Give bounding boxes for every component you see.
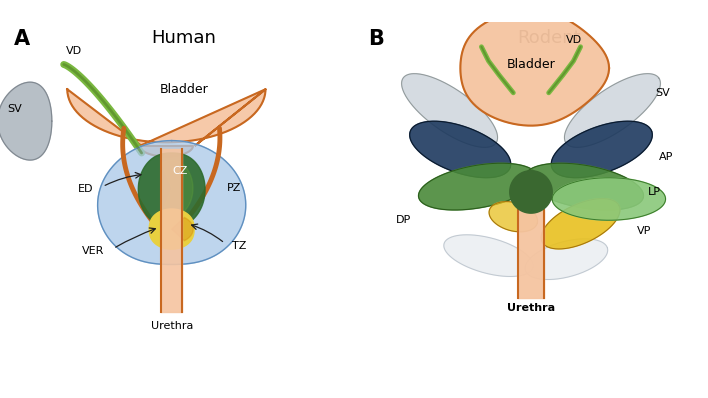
Text: DP: DP — [395, 215, 411, 225]
Text: VD: VD — [67, 46, 82, 56]
Polygon shape — [401, 74, 498, 147]
Text: Urethra: Urethra — [151, 321, 193, 331]
Text: PZ: PZ — [227, 183, 241, 193]
Polygon shape — [171, 217, 193, 241]
Text: ED: ED — [79, 184, 93, 194]
Polygon shape — [161, 160, 193, 217]
Polygon shape — [525, 239, 607, 279]
Text: Bladder: Bladder — [507, 58, 555, 71]
Polygon shape — [67, 89, 266, 156]
Text: SV: SV — [7, 104, 21, 114]
Polygon shape — [489, 202, 537, 232]
Polygon shape — [510, 171, 552, 213]
Polygon shape — [418, 163, 537, 210]
Text: B: B — [368, 29, 384, 49]
Text: A: A — [14, 29, 30, 49]
Polygon shape — [460, 10, 609, 126]
Polygon shape — [525, 163, 644, 210]
Text: Urethra: Urethra — [507, 303, 555, 314]
Polygon shape — [444, 235, 533, 277]
Text: VER: VER — [82, 246, 105, 256]
Polygon shape — [0, 82, 52, 160]
Text: VP: VP — [637, 226, 651, 236]
Text: Bladder: Bladder — [160, 83, 208, 96]
Polygon shape — [138, 153, 205, 227]
Text: VD: VD — [566, 35, 583, 45]
Text: CZ: CZ — [173, 166, 188, 176]
Text: Rodent: Rodent — [517, 29, 581, 47]
Polygon shape — [552, 178, 666, 220]
Text: LP: LP — [648, 187, 661, 197]
Text: AP: AP — [658, 152, 673, 162]
Text: TZ: TZ — [232, 241, 246, 251]
Polygon shape — [564, 74, 661, 147]
Polygon shape — [149, 209, 194, 249]
Polygon shape — [541, 199, 620, 249]
Text: Human: Human — [152, 29, 217, 47]
Text: SV: SV — [655, 88, 670, 98]
Polygon shape — [98, 140, 246, 265]
Polygon shape — [552, 121, 652, 178]
Polygon shape — [410, 121, 510, 178]
